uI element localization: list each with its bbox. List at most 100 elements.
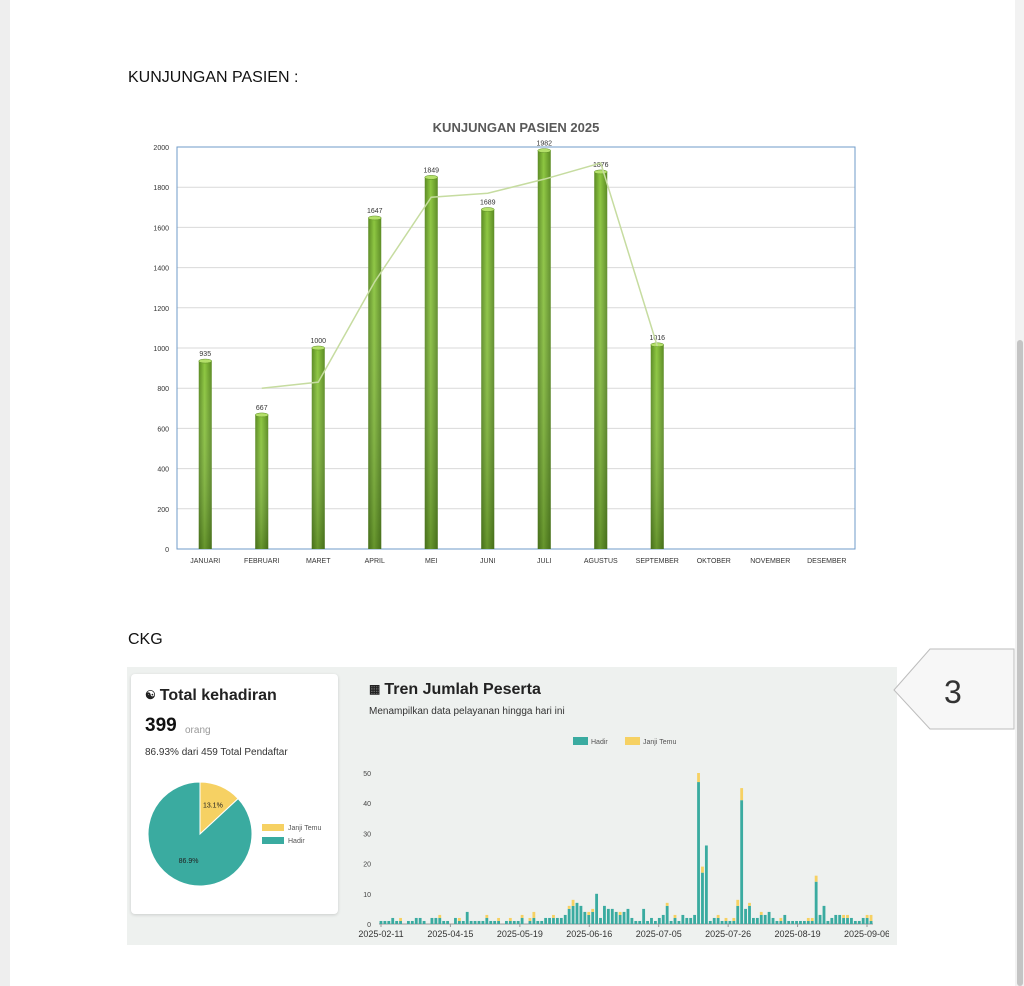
bar-cap bbox=[368, 215, 382, 221]
legend-label: Janji Temu bbox=[643, 739, 676, 746]
bar-janji-temu bbox=[724, 917, 728, 921]
bar-hadir bbox=[689, 917, 693, 924]
bar-janji-temu bbox=[842, 914, 846, 918]
bar-janji-temu bbox=[732, 917, 736, 921]
bar-hadir bbox=[536, 920, 540, 924]
x-tick-label: OKTOBER bbox=[697, 558, 731, 565]
bar-hadir bbox=[791, 920, 795, 924]
bar-hadir bbox=[626, 908, 630, 924]
y-tick-label: 0 bbox=[165, 547, 169, 554]
card-title-text: Total kehadiran bbox=[159, 687, 277, 704]
x-tick-label: MEI bbox=[425, 558, 438, 565]
bar-hadir bbox=[465, 911, 469, 924]
bar-janji-temu bbox=[552, 914, 555, 918]
bar-hadir bbox=[387, 920, 391, 924]
bar-hadir bbox=[438, 917, 442, 924]
trendline bbox=[261, 162, 658, 389]
bar-hadir bbox=[489, 920, 493, 924]
bar-cap bbox=[424, 175, 438, 180]
pie-legend-janji-temu: Janji Temu bbox=[262, 824, 321, 832]
bar-hadir bbox=[634, 920, 638, 924]
x-tick-label: DESEMBER bbox=[807, 558, 846, 565]
bar-hadir bbox=[740, 800, 744, 924]
bar-janji-temu bbox=[779, 917, 783, 921]
bar-hadir bbox=[646, 920, 649, 924]
pie-label: 86.9% bbox=[179, 858, 199, 865]
bar-hadir bbox=[622, 911, 626, 924]
bar-hadir bbox=[540, 920, 544, 924]
bar-janji-temu bbox=[701, 866, 704, 873]
bar-hadir bbox=[728, 920, 732, 924]
bar-hadir bbox=[544, 917, 548, 924]
bar-hadir bbox=[555, 917, 559, 924]
bar-hadir bbox=[457, 920, 461, 924]
bar-hadir bbox=[661, 914, 665, 924]
bar-hadir bbox=[442, 920, 446, 924]
bar-hadir bbox=[865, 917, 869, 924]
x-tick-label: 2025-05-19 bbox=[497, 929, 543, 939]
trend-chart: Hadir Janji Temu 0 10 20 30 40 50 2025-02-11 2025… bbox=[358, 737, 889, 939]
bar-hadir bbox=[559, 917, 563, 924]
bar-janji-temu bbox=[567, 905, 571, 909]
bar-hadir bbox=[822, 905, 826, 924]
bar-hadir bbox=[599, 917, 602, 924]
y-tick-label: 400 bbox=[157, 467, 169, 474]
bar-hadir bbox=[528, 920, 532, 924]
bar-hadir bbox=[606, 908, 610, 924]
data-label: 1849 bbox=[423, 167, 439, 174]
chart-icon: ▦ bbox=[369, 682, 381, 696]
trend-title: ▦ Tren Jumlah Peserta bbox=[369, 681, 541, 699]
attendance-unit: orang bbox=[185, 725, 211, 736]
bar-hadir bbox=[834, 914, 838, 924]
bar-hadir bbox=[548, 917, 551, 924]
bar-janji-temu bbox=[716, 914, 720, 918]
bar-hadir bbox=[575, 902, 579, 924]
data-label: 1000 bbox=[310, 338, 326, 345]
bar-hadir bbox=[846, 917, 849, 924]
y-tick-label: 1000 bbox=[153, 346, 169, 353]
bar-shade bbox=[537, 150, 551, 550]
section-heading-ckg: CKG bbox=[128, 631, 163, 648]
bar-cap bbox=[481, 207, 495, 212]
bar-janji-temu bbox=[618, 911, 622, 915]
bar-hadir bbox=[434, 917, 438, 924]
scrollbar-thumb[interactable] bbox=[1017, 340, 1023, 986]
bar-hadir bbox=[767, 911, 771, 924]
x-tick-label: FEBRUARI bbox=[244, 558, 279, 565]
bar-hadir bbox=[563, 914, 567, 924]
bar-hadir bbox=[701, 872, 704, 924]
bar-hadir bbox=[693, 914, 697, 924]
bar-janji-temu bbox=[438, 914, 442, 918]
bar-hadir bbox=[473, 920, 477, 924]
bar-janji-temu bbox=[736, 899, 740, 906]
bar-janji-temu bbox=[806, 917, 810, 921]
bar-shade bbox=[368, 217, 382, 549]
legend-label: Hadir bbox=[591, 739, 608, 746]
bar-hadir bbox=[508, 920, 512, 924]
y-tick-label: 10 bbox=[363, 892, 371, 899]
bar-janji-temu bbox=[740, 788, 744, 801]
x-tick-label: JUNI bbox=[480, 558, 496, 565]
attendance-percentage: 86.93% dari 459 Total Pendaftar bbox=[145, 747, 288, 758]
bar-hadir bbox=[704, 845, 708, 924]
bar-hadir bbox=[493, 920, 497, 924]
bar-cap bbox=[198, 358, 212, 364]
bar-hadir bbox=[446, 920, 450, 924]
bar-hadir bbox=[712, 917, 716, 924]
bar-hadir bbox=[802, 920, 806, 924]
callout-number: 3 bbox=[944, 674, 962, 710]
bar-hadir bbox=[748, 905, 751, 924]
x-tick-label: 2025-06-16 bbox=[566, 929, 612, 939]
chart-title: KUNJUNGAN PASIEN 2025 bbox=[433, 120, 600, 135]
bar-hadir bbox=[603, 905, 606, 924]
y-tick-label: 0 bbox=[367, 922, 371, 929]
bar-hadir bbox=[716, 917, 720, 924]
bar-hadir bbox=[779, 920, 783, 924]
bar-hadir bbox=[532, 917, 536, 924]
bar-hadir bbox=[732, 920, 736, 924]
x-tick-label: JANUARI bbox=[190, 558, 220, 565]
bar-hadir bbox=[497, 920, 500, 924]
bar-shade bbox=[198, 361, 212, 549]
attendance-pie-chart: 13.1% 86.9% bbox=[147, 781, 253, 887]
bar-hadir bbox=[795, 920, 798, 924]
